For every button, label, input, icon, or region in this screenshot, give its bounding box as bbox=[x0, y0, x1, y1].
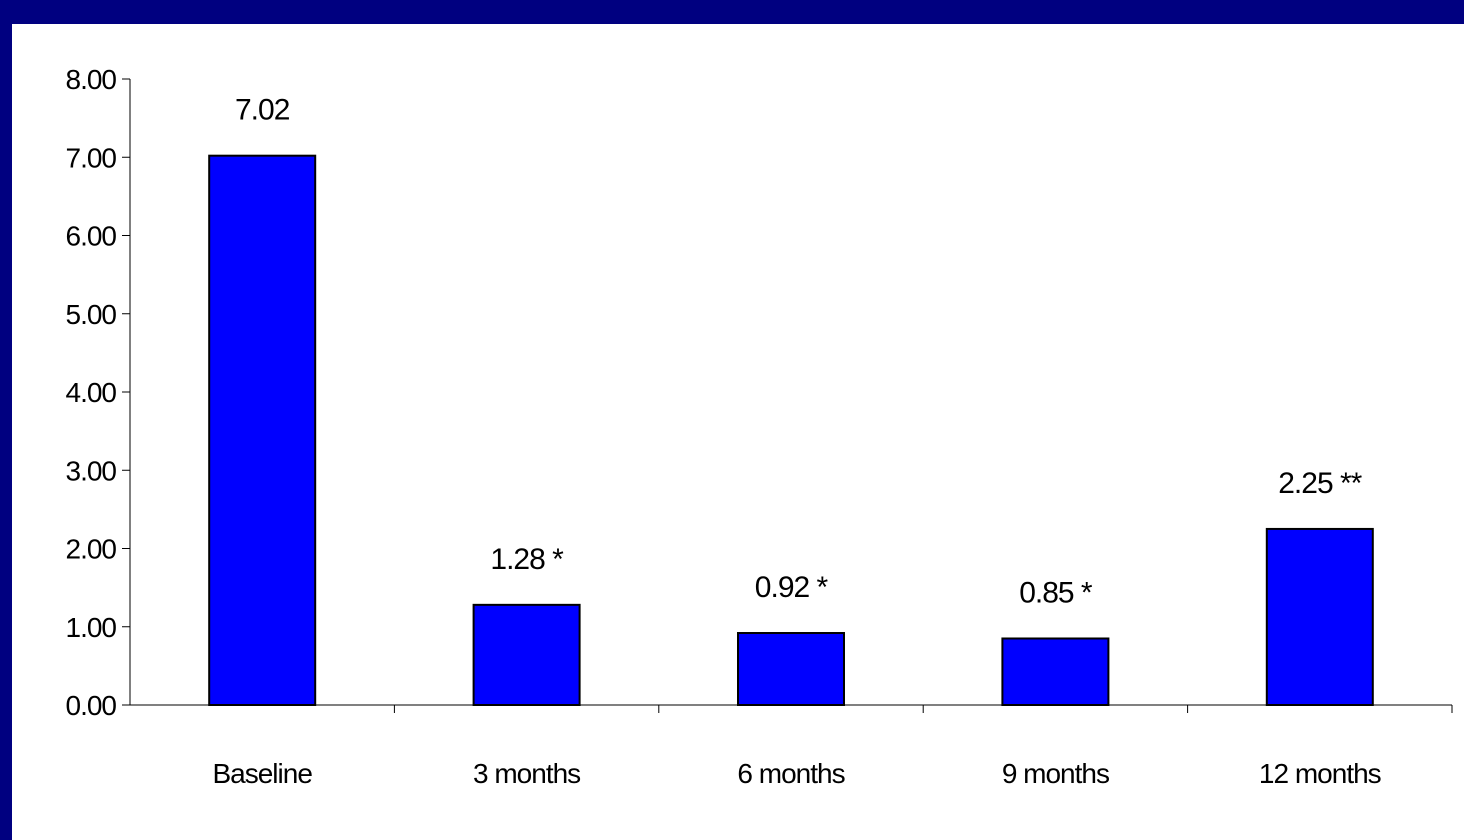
y-tick-label: 5.00 bbox=[66, 299, 117, 330]
y-tick-label: 2.00 bbox=[66, 534, 117, 565]
y-tick-label: 0.00 bbox=[66, 690, 117, 721]
bar-3-months bbox=[472, 603, 581, 707]
y-tick-label: 6.00 bbox=[66, 221, 117, 252]
slide-border-top bbox=[0, 0, 1464, 24]
bars bbox=[208, 154, 1374, 707]
bar-6-months bbox=[737, 632, 845, 707]
data-label: 0.85 * bbox=[1019, 576, 1093, 609]
bar-baseline bbox=[208, 154, 317, 706]
y-tick-label: 4.00 bbox=[66, 377, 117, 408]
data-labels: Baseline 7.02 3 months 1.28 * 6 months 0.92 *… bbox=[212, 94, 1381, 789]
axes: 0.00 1.00 2.00 3.00 4.00 5.00 6.00 7.00 8.00 bbox=[66, 64, 1453, 721]
data-label: 1.28 * bbox=[490, 543, 564, 576]
y-tick-label: 1.00 bbox=[66, 612, 117, 643]
x-category-label: 12 months bbox=[1259, 758, 1381, 789]
data-label: 7.02 bbox=[235, 94, 290, 127]
y-tick-label: 8.00 bbox=[66, 64, 117, 95]
x-category-label: 6 months bbox=[737, 758, 844, 789]
bar-12-months bbox=[1265, 527, 1374, 706]
data-label: 0.92 * bbox=[755, 571, 829, 604]
y-tick-label: 7.00 bbox=[66, 142, 117, 173]
data-label: 2.25 ** bbox=[1278, 467, 1362, 500]
slide-border-left bbox=[0, 0, 12, 840]
y-tick-label: 3.00 bbox=[66, 455, 117, 486]
bar-9-months bbox=[1001, 637, 1110, 706]
x-category-label: Baseline bbox=[212, 758, 312, 789]
x-category-label: 9 months bbox=[1002, 758, 1109, 789]
x-category-label: 3 months bbox=[473, 758, 580, 789]
